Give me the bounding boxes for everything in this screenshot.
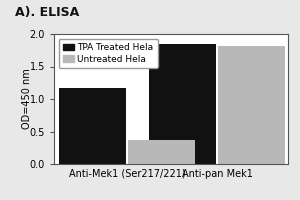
Legend: TPA Treated Hela, Untreated Hela: TPA Treated Hela, Untreated Hela — [58, 39, 158, 68]
Bar — [218, 46, 285, 164]
Text: A). ELISA: A). ELISA — [15, 6, 79, 19]
Bar — [128, 140, 195, 164]
Bar — [59, 88, 126, 164]
Y-axis label: OD=450 nm: OD=450 nm — [22, 69, 32, 129]
Bar — [149, 44, 216, 164]
